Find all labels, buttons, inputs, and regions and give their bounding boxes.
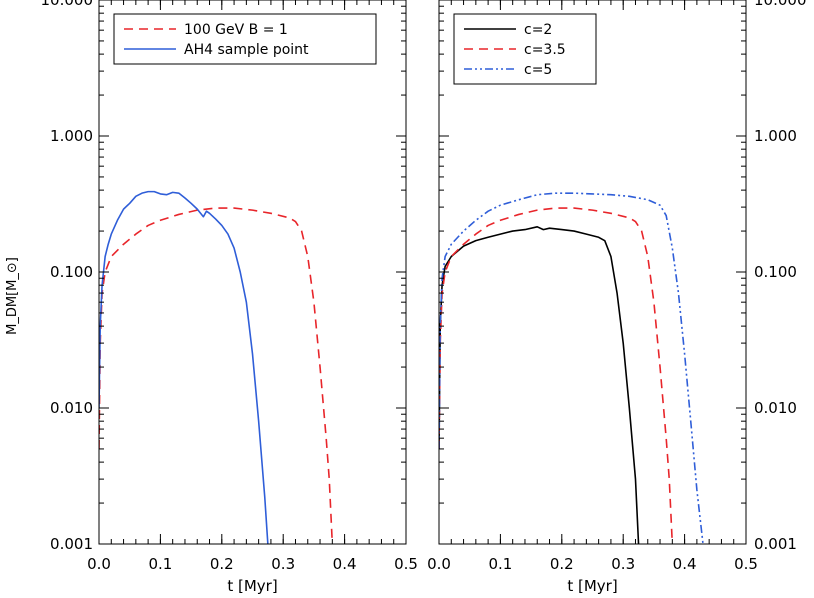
x-tick-label: 0.3 <box>271 555 295 573</box>
x-tick-label: 0.0 <box>427 555 451 573</box>
series-line-1 <box>99 207 334 544</box>
x-tick-label: 0.0 <box>87 555 111 573</box>
legend-label: c=2 <box>524 22 552 38</box>
legend-box <box>453 13 597 85</box>
y-tick-label: 0.001 <box>754 535 797 553</box>
plot-frame <box>98 0 407 545</box>
y-tick-label: 0.010 <box>754 399 797 417</box>
legend-label: AH4 sample point <box>184 42 309 58</box>
y-tick-label: 0.100 <box>50 263 93 281</box>
right-panel: 0.0 0.1 0.2 0.3 0.4 0.5 0.001 0.010 0.100 1.000 10… <box>427 0 807 595</box>
x-axis-label: t [Myr] <box>567 577 617 595</box>
series-line-3 <box>439 192 704 544</box>
x-tick-label: 0.5 <box>734 555 758 573</box>
y-tick-label: 0.001 <box>50 535 93 553</box>
x-tick-label: 0.5 <box>394 555 418 573</box>
x-tick-label: 0.4 <box>673 555 697 573</box>
y-tick-label: 10.000 <box>754 0 807 9</box>
x-tick-label: 0.2 <box>550 555 574 573</box>
legend-label: c=3.5 <box>524 42 566 58</box>
x-tick-label: 0.2 <box>210 555 234 573</box>
legend-label: c=5 <box>524 62 552 78</box>
legend-box <box>113 13 377 65</box>
x-tick-label: 0.1 <box>148 555 172 573</box>
legend-label: 100 GeV B = 1 <box>184 22 288 38</box>
y-tick-label: 0.010 <box>50 399 93 417</box>
left-panel: 0.0 0.1 0.2 0.3 0.4 0.5 0.001 0.010 0.100 1.000 10… <box>41 0 418 595</box>
series-line-2 <box>439 207 674 544</box>
series-line-2 <box>99 190 269 544</box>
x-axis-label: t [Myr] <box>227 577 277 595</box>
series-line-1 <box>439 225 640 544</box>
y-tick-label: 10.000 <box>41 0 94 9</box>
y-tick-label: 1.000 <box>754 127 797 145</box>
y-tick-label: 0.100 <box>754 263 797 281</box>
x-tick-label: 0.1 <box>488 555 512 573</box>
x-tick-label: 0.3 <box>611 555 635 573</box>
y-axis-label: M_DM[M_⊙] <box>5 257 20 335</box>
y-tick-label: 1.000 <box>50 127 93 145</box>
x-tick-label: 0.4 <box>333 555 357 573</box>
